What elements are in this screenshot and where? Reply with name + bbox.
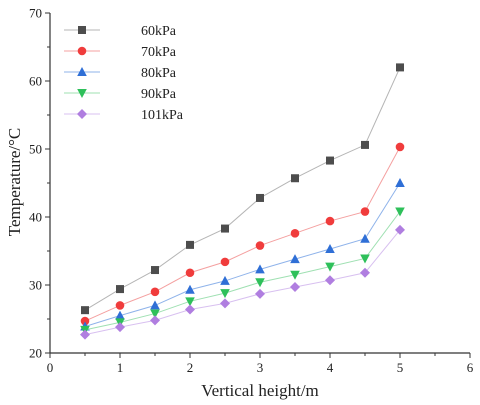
legend-item: 90kPa <box>64 87 177 102</box>
data-point <box>150 300 160 310</box>
data-point <box>81 306 89 315</box>
data-point <box>361 140 369 149</box>
data-point <box>360 207 370 216</box>
data-point <box>395 207 405 217</box>
axes <box>49 13 470 354</box>
data-point <box>115 301 125 310</box>
legend-item: 80kPa <box>64 66 177 81</box>
x-axis-ticks: 0 1 2 3 4 5 6 <box>47 353 474 375</box>
legend-item: 101kPa <box>64 108 184 123</box>
data-point <box>185 297 195 307</box>
data-point <box>395 142 405 152</box>
data-point <box>220 289 230 299</box>
data-point <box>396 63 404 72</box>
y-tick-label: 70 <box>29 6 42 21</box>
data-point <box>290 282 300 293</box>
x-tick-label: 5 <box>397 360 404 375</box>
data-point <box>395 178 405 187</box>
y-tick-label: 20 <box>29 346 42 361</box>
legend-label: 90kPa <box>141 87 177 102</box>
series-layer <box>80 63 405 340</box>
data-point <box>221 224 229 233</box>
data-point <box>220 298 230 309</box>
data-point <box>80 316 90 326</box>
y-axis-title: Temperature/°C <box>5 128 24 237</box>
x-tick-label: 0 <box>47 360 54 375</box>
data-point <box>220 257 230 267</box>
data-point <box>290 270 300 280</box>
data-point <box>395 224 405 235</box>
data-point <box>151 266 159 275</box>
legend-marker <box>77 89 87 98</box>
series-line <box>84 182 401 327</box>
data-point <box>255 241 265 250</box>
legend-item: 60kPa <box>64 24 177 39</box>
series-101kPa <box>80 224 405 340</box>
legend-item: 70kPa <box>64 45 177 60</box>
data-point <box>326 156 334 165</box>
series-90kPa <box>80 207 405 335</box>
data-point <box>360 267 370 278</box>
data-point <box>255 278 265 288</box>
data-point <box>255 288 265 299</box>
data-point <box>325 243 335 253</box>
data-point <box>325 262 335 272</box>
data-point <box>116 285 124 294</box>
series-line <box>84 67 401 311</box>
data-point <box>185 304 195 315</box>
series-line <box>84 211 401 331</box>
data-point <box>290 229 300 238</box>
data-point <box>290 254 300 264</box>
x-tick-label: 3 <box>257 360 264 375</box>
legend-label: 101kPa <box>141 108 184 123</box>
data-point <box>325 216 335 226</box>
data-point <box>220 275 230 285</box>
data-point <box>325 275 335 286</box>
legend-marker <box>77 67 87 76</box>
data-point <box>150 309 160 319</box>
data-point <box>255 264 265 274</box>
data-point <box>360 233 370 243</box>
legend-marker <box>77 109 87 119</box>
y-tick-label: 60 <box>29 74 42 89</box>
series-line <box>84 146 401 322</box>
series-70kPa <box>80 142 405 326</box>
legend: 60kPa 70kPa 80kPa 90kPa 101kPa <box>64 24 184 123</box>
y-tick-label: 50 <box>29 142 42 157</box>
legend-marker <box>78 26 86 34</box>
legend-label: 70kPa <box>141 45 177 60</box>
x-tick-label: 6 <box>467 360 474 375</box>
x-axis-title: Vertical height/m <box>201 381 319 400</box>
data-point <box>115 322 125 333</box>
data-point <box>185 284 195 294</box>
data-point <box>150 315 160 326</box>
data-point <box>185 268 195 278</box>
legend-marker <box>77 46 87 56</box>
x-tick-label: 4 <box>327 360 334 375</box>
y-axis-ticks: 20 30 40 50 60 70 <box>29 6 50 361</box>
data-point <box>186 240 194 249</box>
x-tick-label: 1 <box>117 360 124 375</box>
y-tick-label: 40 <box>29 210 42 225</box>
data-point <box>256 193 264 202</box>
series-60kPa <box>81 63 404 315</box>
data-point <box>115 310 125 320</box>
legend-label: 60kPa <box>141 24 177 39</box>
x-tick-label: 2 <box>187 360 194 375</box>
data-point <box>360 254 370 264</box>
data-point <box>80 329 90 340</box>
series-line <box>84 229 401 336</box>
y-tick-label: 30 <box>29 278 42 293</box>
legend-label: 80kPa <box>141 66 177 81</box>
data-point <box>150 287 160 297</box>
data-point <box>291 174 299 183</box>
